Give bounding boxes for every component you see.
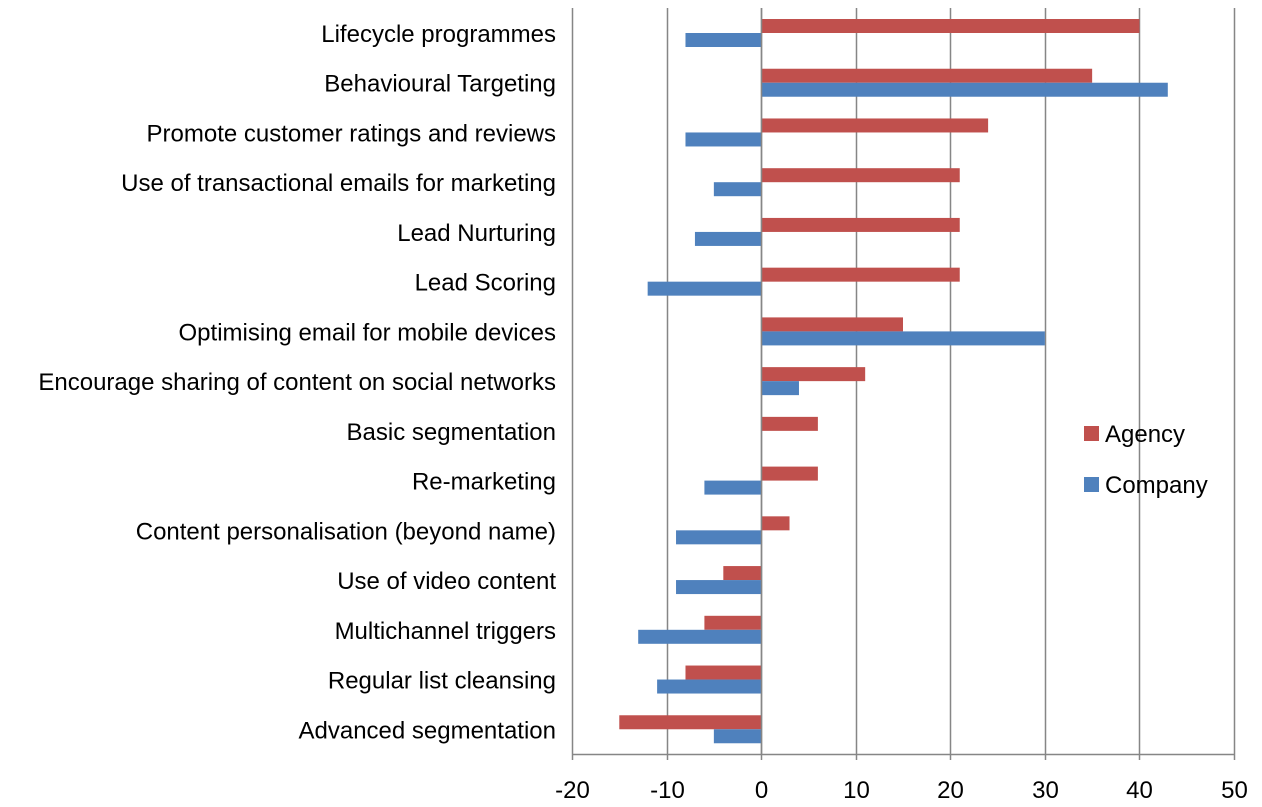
legend-swatch-agency [1084,426,1099,441]
company-bar [685,33,762,47]
agency-bar [761,68,1093,83]
x-tick-label: 50 [1221,777,1248,804]
category-label: Lifecycle programmes [321,21,556,48]
category-label: Re-marketing [412,469,556,496]
company-bar [761,381,799,396]
company-bar [685,132,762,147]
company-bar [676,530,762,545]
category-label: Optimising email for mobile devices [179,319,556,346]
company-bar [713,182,762,197]
agency-bar [619,715,762,730]
agency-bar [704,615,762,630]
company-bar [713,729,762,744]
company-bar [694,231,762,246]
category-label: Encourage sharing of content on social n… [38,369,556,396]
company-bar [638,629,762,644]
company-bar [704,480,762,495]
x-tick-label: 40 [1126,777,1153,804]
x-tick-label: -10 [650,777,685,804]
agency-bar [685,665,762,680]
agency-bar [761,416,818,431]
agency-bar [761,466,818,481]
legend-label-agency: Agency [1105,421,1185,448]
agency-bar [761,168,960,183]
x-tick-label: 30 [1032,777,1059,804]
agency-bar [761,367,866,382]
category-label: Lead Scoring [415,270,556,297]
category-label: Basic segmentation [347,419,556,446]
agency-bar [761,118,989,133]
category-labels: Lifecycle programmes Behavioural Targetin… [38,21,556,744]
company-bar [657,679,762,694]
x-tick-label: -20 [555,777,590,804]
axes [571,8,1236,760]
category-label: Lead Nurturing [397,220,556,247]
category-label: Use of transactional emails for marketin… [121,170,556,197]
category-label: Content personalisation (beyond name) [136,518,556,545]
category-label: Advanced segmentation [298,717,556,744]
category-label: Use of video content [337,568,556,595]
category-label: Multichannel triggers [335,618,556,645]
company-bar [761,82,1168,97]
legend-label-company: Company [1105,472,1208,499]
company-bar [761,331,1045,346]
company-bar [647,281,762,296]
agency-bar [761,19,1140,33]
category-label: Behavioural Targeting [324,71,556,98]
company-bar [676,580,762,595]
agency-bar [761,217,960,232]
legend-swatch-company [1084,477,1099,492]
legend: Agency Company [1084,421,1208,499]
agency-bar [761,267,960,282]
tick-labels: -20 -10 0 10 20 30 40 50 [555,777,1248,804]
agency-bar [761,516,790,531]
agency-bar [723,566,762,581]
x-tick-label: 10 [843,777,870,804]
bars [619,19,1168,744]
x-tick-label: 20 [937,777,964,804]
category-label: Promote customer ratings and reviews [147,120,557,147]
category-label: Regular list cleansing [328,668,556,695]
agency-bar [761,317,903,332]
x-tick-label: 0 [755,777,768,804]
